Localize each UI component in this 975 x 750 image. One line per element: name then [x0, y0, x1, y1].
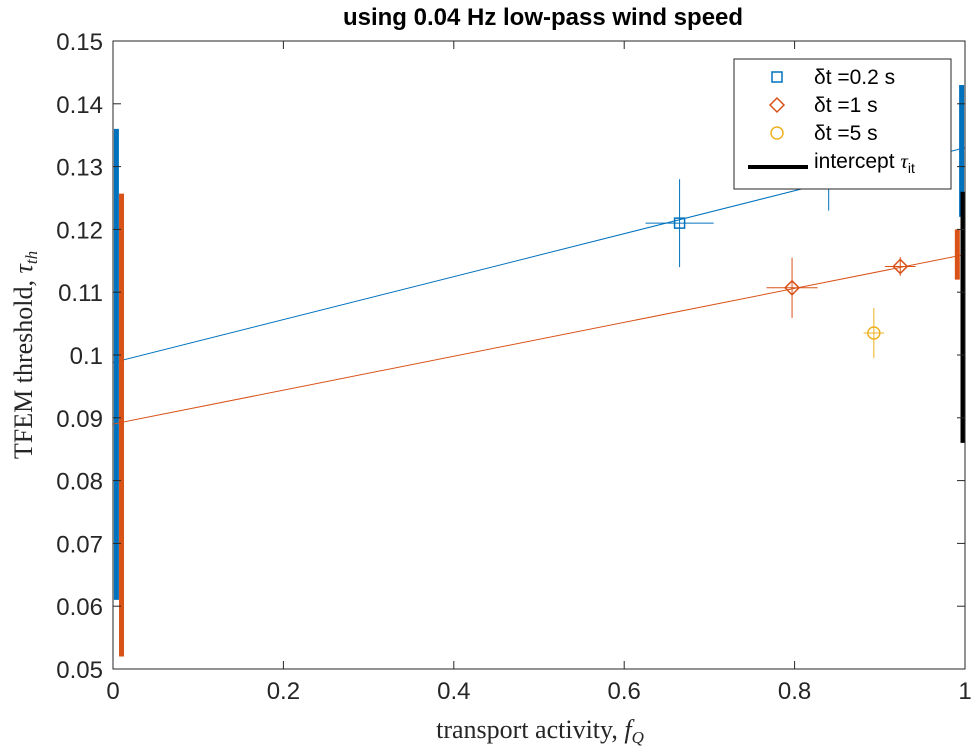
- legend-marker-circle: [770, 126, 784, 140]
- y-tick-label: 0.09: [56, 406, 103, 433]
- x-tick-label: 1: [958, 678, 971, 705]
- y-tick-label: 0.12: [56, 217, 103, 244]
- legend-entry-intercept: intercept τit: [748, 149, 915, 176]
- legend-entry-2: δt =5 s: [770, 122, 878, 145]
- series-layer: [113, 84, 965, 657]
- legend-entries: δt =0.2 s δt =1 s δt =5 s intercept τit: [748, 66, 915, 176]
- y-tick-label: 0.14: [56, 92, 103, 119]
- fit-line-1: [113, 254, 965, 425]
- y-tick-label: 0.15: [56, 29, 103, 56]
- x-tick-label: 0: [106, 678, 119, 705]
- legend-marker-square: [771, 71, 783, 83]
- y-tick-label: 0.05: [56, 657, 103, 684]
- legend-label: δt =1 s: [814, 94, 878, 117]
- data-point: [892, 258, 909, 275]
- x-tick-label: 0.6: [608, 678, 641, 705]
- x-tick-label: 0.8: [778, 678, 811, 705]
- y-tick-label: 0.07: [56, 531, 103, 558]
- y-axis-label: TFEM threshold, τth: [9, 251, 41, 459]
- legend-label: δt =5 s: [814, 122, 878, 145]
- x-tick-label: 0.4: [437, 678, 470, 705]
- y-tick-label: 0.13: [56, 155, 103, 182]
- legend-label: δt =0.2 s: [814, 66, 895, 89]
- legend-entry-1: δt =1 s: [768, 94, 878, 117]
- data-point: [673, 217, 686, 229]
- y-tick-label: 0.06: [56, 594, 103, 621]
- y-tick-label: 0.08: [56, 469, 103, 496]
- legend: δt =0.2 s δt =1 s δt =5 s intercept τit: [733, 58, 952, 190]
- axes-layer: 0 0.2 0.4 0.6 0.8 1 0.05 0.06 0.07 0.08 0.09 0.1 0.1…: [56, 29, 971, 705]
- y-tick-label: 0.1: [70, 343, 103, 370]
- data-point: [867, 326, 881, 340]
- x-tick-label: 0.2: [267, 678, 300, 705]
- legend-label: intercept τit: [814, 149, 915, 176]
- legend-entry-0: δt =0.2 s: [771, 66, 895, 89]
- y-tick-label: 0.11: [58, 280, 103, 307]
- series-1: [113, 193, 965, 657]
- legend-marker-diamond: [768, 96, 786, 114]
- data-point: [783, 279, 801, 296]
- chart-title: using 0.04 Hz low-pass wind speed: [343, 4, 743, 31]
- x-axis-label: transport activity, fQ: [436, 715, 644, 747]
- series-2: [863, 307, 885, 359]
